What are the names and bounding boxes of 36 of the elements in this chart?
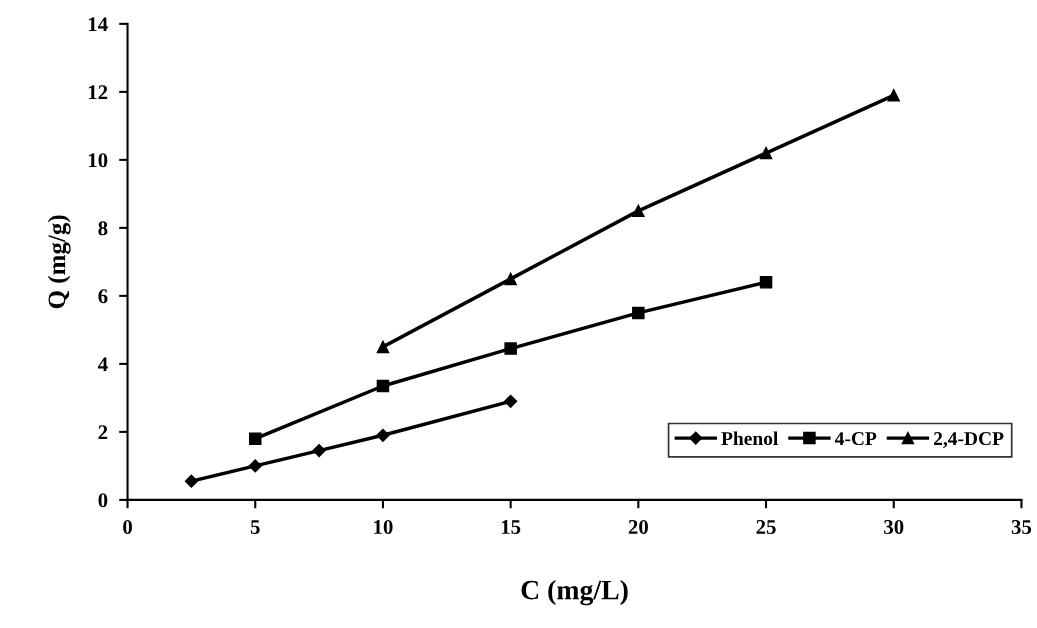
y-tick-label: 4: [97, 357, 108, 372]
point: [632, 204, 645, 218]
point: [376, 379, 390, 393]
x-tick-label: 15: [501, 520, 521, 534]
x-tick-label: 25: [756, 519, 776, 534]
point: [312, 443, 326, 458]
point: [504, 394, 518, 408]
x-tick-label: 20: [628, 519, 648, 534]
x-axis-title: C (mg/L): [521, 579, 628, 606]
point: [376, 428, 390, 442]
point: [504, 342, 517, 355]
point: [248, 432, 262, 445]
legend-label: Phenol: [721, 431, 778, 446]
point: [759, 276, 773, 289]
legend-label: 4-CP: [834, 432, 877, 446]
y-tick-label: 6: [98, 289, 108, 304]
y-tick-label: 2: [98, 425, 108, 440]
point: [887, 89, 900, 102]
y-tick-label: 12: [88, 85, 108, 100]
legend-label: 2,4-DCP: [934, 432, 1004, 448]
y-tick-label: 0: [98, 493, 108, 508]
point: [759, 146, 773, 160]
point: [184, 474, 198, 488]
y-axis-title: Q (mg/g): [47, 215, 71, 309]
x-tick-label: 10: [374, 519, 393, 534]
x-tick-label: 30: [884, 519, 904, 534]
x-tick-label: 5: [250, 520, 260, 534]
y-tick-label: 8: [98, 221, 108, 236]
y-tick-label: 10: [88, 153, 108, 168]
point: [504, 272, 517, 286]
y-tick-label: 14: [88, 17, 108, 32]
point: [632, 306, 645, 320]
point: [248, 459, 262, 473]
x-tick-label: 35: [1011, 519, 1032, 534]
x-tick-label: 0: [123, 519, 132, 534]
point: [376, 340, 390, 354]
